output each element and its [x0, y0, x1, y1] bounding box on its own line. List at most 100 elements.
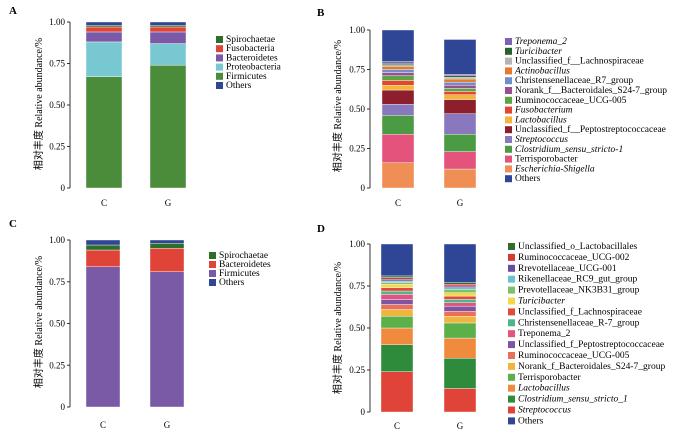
bar-segment-G-terrisporobacter — [443, 151, 477, 170]
bar-segment-C-ruminococcaceae-ucg-005 — [381, 75, 415, 81]
legend-swatch — [209, 252, 216, 259]
legend-label: Lactobacillus — [517, 384, 570, 394]
legend: Unclassified_o_LactobacillalesRuminococc… — [508, 241, 665, 426]
legend-swatch — [216, 54, 223, 62]
legend-label: Bacteroidetes — [219, 260, 271, 270]
legend-label: Turicibacter — [515, 47, 562, 57]
bar-segment-C-bacteroidetes — [85, 31, 123, 43]
bar-segment-G-clostridium-sensu-stricto-1 — [443, 134, 477, 152]
y-tick-label: 1.00 — [349, 25, 365, 35]
legend-swatch — [209, 279, 216, 286]
bar-segment-C-lactobacillus — [381, 85, 415, 91]
bar-segment-G-ruminococcaceae-ucg-005 — [443, 88, 477, 92]
bar-segment-C-others — [85, 21, 123, 26]
legend-label: Fusobacteria — [226, 44, 275, 54]
bar-segment-G-unclassified-f-lachnospiraceae — [443, 77, 477, 80]
legend-label: Ruminococcaceae_UCG-002 — [518, 253, 630, 263]
legend-label: Ruminococcaceae_UCG-005 — [518, 351, 630, 361]
legend-swatch — [508, 373, 515, 381]
bar-segment-G-fusobacterium — [443, 91, 477, 95]
bar-segment-C-unclassified-f-lachnospiraceae — [381, 64, 415, 67]
y-tick-label: 0.50 — [49, 319, 65, 329]
legend-swatch — [508, 352, 515, 359]
y-tick-label: 0 — [61, 402, 66, 412]
bar-segment-C-norank-f-bacteroidales-s24-7-group — [381, 72, 415, 77]
legend-swatch — [505, 165, 512, 173]
y-axis-title-en: Relative abundance/% — [333, 40, 344, 130]
legend-swatch — [505, 116, 512, 124]
legend-swatch — [209, 270, 216, 277]
bar-segment-G-streptococcus — [443, 388, 477, 413]
legend-label: Unclassified_f_Peptostreptococcaceae — [518, 339, 664, 350]
legend-swatch — [216, 63, 223, 71]
x-tick-label: C — [100, 420, 106, 430]
legend-swatch — [508, 253, 515, 261]
bar-segment-G-ruminococcaceae-ucg-002 — [443, 284, 477, 287]
legend-swatch — [508, 341, 515, 349]
legend-label: Spirochaetae — [219, 251, 268, 261]
legend-swatch — [508, 417, 515, 425]
bar-segment-C-firmicutes — [85, 266, 121, 408]
legend-label: Spirochaetae — [226, 35, 275, 45]
y-tick-label: 0 — [361, 407, 366, 417]
bar-segment-G-firmicutes — [149, 64, 187, 189]
x-tick-label: G — [165, 198, 172, 208]
panel-C: C 0 0.25 0.50 0.75 1.00 相对丰度 Relative abundanc… — [9, 218, 271, 430]
legend-swatch — [216, 45, 223, 53]
bar-segment-G-others — [443, 39, 477, 75]
y-axis-title-en: Relative abundance/% — [34, 256, 45, 346]
y-axis-title: 相对丰度 Relative abundance/% — [32, 256, 45, 388]
legend-swatch — [508, 286, 515, 294]
legend-label: Lactobacillus — [514, 115, 567, 125]
panel-B: B 0 0.25 0.50 0.75 1.00 相对丰度 Relative abundanc… — [317, 7, 667, 208]
legend-label: Fusobacterium — [514, 106, 573, 116]
legend-label: Terrisporobacter — [515, 155, 578, 165]
legend-swatch — [508, 362, 515, 370]
legend-label: Treponema_2 — [518, 329, 571, 339]
bar-segment-C-others — [380, 243, 414, 277]
bar-segment-C-rikenellaceae-rc9-gut-group — [380, 280, 414, 283]
bar-segment-C-unclassified-f-peptostreptococcaceae — [381, 89, 415, 105]
y-tick-label: 0.50 — [349, 104, 365, 114]
legend-label: Turicibacter — [518, 297, 565, 307]
bar-segment-G-lactobacillus — [443, 337, 477, 359]
y-tick-label: 0 — [61, 183, 66, 193]
y-tick-label: 1.00 — [349, 239, 365, 249]
bar-segment-G-rikenellaceae-rc9-gut-group — [443, 287, 477, 290]
bar-segment-G-bacteroidetes — [149, 31, 187, 44]
bar-segment-G-clostridium-sensu-stricto-1 — [443, 358, 477, 389]
legend-label: Others — [219, 278, 245, 288]
legend-swatch — [508, 243, 515, 250]
bar-segment-C-terrisporobacter — [381, 134, 415, 163]
y-tick-label: 0.25 — [49, 142, 65, 152]
legend-label: Christensenellaceae_R-7_group — [518, 318, 640, 328]
legend-swatch — [505, 96, 512, 104]
x-tick-label: G — [164, 420, 171, 430]
bar-segment-G-escherichia-shigella — [443, 168, 477, 189]
legend-swatch — [505, 145, 512, 153]
bar-segment-G-bacteroidetes — [149, 248, 185, 272]
legend-swatch — [216, 72, 223, 80]
bar-segment-G-christensenellaceae-r7-group — [443, 81, 477, 86]
legend-swatch — [508, 406, 515, 414]
bar-segment-G-spirochaetae — [149, 25, 187, 28]
bar-segment-C-clostridium-sensu-stricto-1 — [381, 115, 415, 135]
bar-segment-G-rrevotellaceae-ucg-001 — [443, 285, 477, 288]
x-tick-label: C — [395, 198, 401, 208]
bar-segment-C-lactobacillus — [380, 327, 414, 345]
bar-segment-C-unclassified-f-peptostreptococcaceae — [380, 299, 414, 305]
panel-D: D 0 0.25 0.50 0.75 1.00 相对丰度 Relative abundanc… — [317, 223, 665, 431]
legend: SpirochaetaeFusobacteriaBacteroidetesPro… — [216, 35, 282, 91]
legend-label: Christensenellaceae_R7_group — [515, 76, 633, 86]
legend-label: Ruminococcaceae_UCG-005 — [515, 96, 627, 106]
legend-swatch — [505, 77, 512, 85]
bar-segment-G-others — [149, 21, 187, 26]
legend-swatch — [216, 36, 223, 43]
legend-swatch — [508, 384, 515, 392]
bar-segment-G-fusobacteria — [149, 26, 187, 33]
legend-label: Rikenellaceae_RC9_gut_group — [518, 275, 637, 285]
panel-letter: D — [317, 223, 325, 235]
legend-swatch — [508, 319, 515, 327]
legend-swatch — [508, 395, 515, 403]
